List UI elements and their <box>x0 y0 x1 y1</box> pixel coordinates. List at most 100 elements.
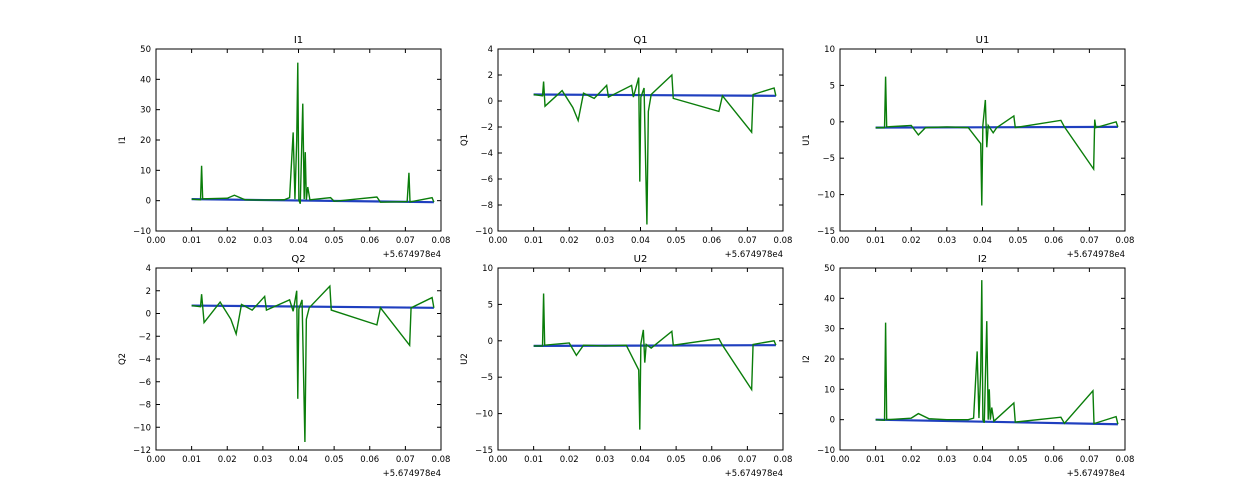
series-line-model <box>875 418 1118 426</box>
x-tick-label: 0.06 <box>702 455 721 465</box>
y-tick-label: 0 <box>830 416 835 426</box>
y-tick-label: −12 <box>133 446 151 456</box>
x-tick-label: 0.03 <box>595 455 614 465</box>
y-tick-label: −10 <box>133 227 151 237</box>
x-tick-label: 0.03 <box>937 455 956 465</box>
x-offset-label: +5.674978e4 <box>725 250 783 260</box>
x-tick-label: 0.06 <box>1044 236 1063 246</box>
y-tick-label: −10 <box>817 191 835 201</box>
y-tick-label: −15 <box>475 446 493 456</box>
y-tick-label: −2 <box>138 332 151 342</box>
x-tick-label: 0.08 <box>774 455 793 465</box>
y-tick-label: 50 <box>140 45 151 55</box>
x-tick-label: 0.03 <box>253 236 272 246</box>
x-tick-label: 0.00 <box>147 236 166 246</box>
y-tick-label: −6 <box>480 175 493 185</box>
y-axis-label: Q2 <box>118 353 128 365</box>
x-tick-label: 0.05 <box>1009 236 1028 246</box>
x-tick-label: 0.00 <box>489 236 508 246</box>
y-tick-label: 10 <box>824 45 835 55</box>
y-tick-label: 4 <box>146 264 151 274</box>
x-tick-label: 0.05 <box>667 455 686 465</box>
chart-title: I1 <box>294 35 303 46</box>
chart-title: Q1 <box>633 35 647 46</box>
x-tick-label: 0.08 <box>1116 236 1135 246</box>
x-tick-label: 0.01 <box>182 455 201 465</box>
x-tick-label: 0.04 <box>631 236 650 246</box>
x-tick-label: 0.06 <box>1044 455 1063 465</box>
y-tick-label: 40 <box>140 75 151 85</box>
x-tick-label: 0.04 <box>289 455 308 465</box>
y-tick-label: 0 <box>488 97 493 107</box>
plot-area <box>533 293 777 430</box>
x-tick-label: 0.02 <box>560 236 579 246</box>
y-tick-label: 20 <box>140 136 151 146</box>
x-tick-label: 0.00 <box>831 455 850 465</box>
y-tick-label: −2 <box>480 123 493 133</box>
series-line-model <box>533 93 776 97</box>
x-tick-label: 0.02 <box>218 236 237 246</box>
x-tick-label: 0.07 <box>738 455 757 465</box>
x-tick-label: 0.02 <box>218 455 237 465</box>
y-tick-label: 0 <box>146 197 151 207</box>
y-tick-label: 0 <box>830 118 835 128</box>
plot-area <box>191 62 435 204</box>
x-tick-label: 0.08 <box>432 455 451 465</box>
y-tick-label: −15 <box>817 227 835 237</box>
y-tick-label: −4 <box>480 149 493 159</box>
series-line-data <box>533 293 777 430</box>
subplot-q1: 0.00 0.01 0.02 0.03 0.04 0.05 0.06 0.07 0.08 −10 −… <box>460 35 792 260</box>
x-tick-label: 0.08 <box>1116 455 1135 465</box>
y-tick-label: 2 <box>146 287 151 297</box>
x-tick-label: 0.00 <box>831 236 850 246</box>
x-tick-label: 0.03 <box>253 455 272 465</box>
series-line-data <box>191 62 435 204</box>
x-tick-label: 0.08 <box>774 236 793 246</box>
y-tick-label: −10 <box>133 423 151 433</box>
x-tick-label: 0.08 <box>432 236 451 246</box>
series-line-data <box>191 284 435 443</box>
y-tick-label: −10 <box>475 410 493 420</box>
y-axis-label: U1 <box>802 134 812 146</box>
y-tick-label: 2 <box>488 71 493 81</box>
x-tick-label: 0.07 <box>1080 455 1099 465</box>
y-tick-label: 10 <box>140 166 151 176</box>
x-tick-label: 0.02 <box>902 455 921 465</box>
x-tick-label: 0.07 <box>396 236 415 246</box>
x-offset-label: +5.674978e4 <box>1067 469 1125 479</box>
plot-area <box>533 73 777 225</box>
y-tick-label: −8 <box>480 201 493 211</box>
x-tick-label: 0.05 <box>1009 455 1028 465</box>
y-tick-label: 30 <box>140 106 151 116</box>
y-tick-label: 40 <box>824 294 835 304</box>
y-axis-label: I2 <box>802 355 812 363</box>
x-tick-label: 0.03 <box>595 236 614 246</box>
y-tick-label: −4 <box>138 355 151 365</box>
y-tick-label: −10 <box>475 227 493 237</box>
subplot-u2: 0.00 0.01 0.02 0.03 0.04 0.05 0.06 0.07 0.08 −15 −… <box>460 254 792 479</box>
x-tick-label: 0.01 <box>866 455 885 465</box>
series-line-data <box>875 280 1119 425</box>
y-tick-label: 4 <box>488 45 493 55</box>
x-offset-label: +5.674978e4 <box>383 469 441 479</box>
y-tick-label: −5 <box>480 373 493 383</box>
x-tick-label: 0.01 <box>524 455 543 465</box>
chart-title: U2 <box>634 254 648 265</box>
x-offset-label: +5.674978e4 <box>725 469 783 479</box>
subplot-i1: 0.00 0.01 0.02 0.03 0.04 0.05 0.06 0.07 0.08 −10 0… <box>118 35 450 260</box>
x-offset-label: +5.674978e4 <box>383 250 441 260</box>
chart-title: I2 <box>978 254 987 265</box>
chart-title: Q2 <box>291 254 305 265</box>
y-tick-label: 0 <box>488 337 493 347</box>
y-tick-label: 0 <box>146 310 151 320</box>
subplot-u1: 0.00 0.01 0.02 0.03 0.04 0.05 0.06 0.07 0.08 −15 −… <box>802 35 1134 260</box>
y-tick-label: −6 <box>138 378 151 388</box>
y-tick-label: −8 <box>138 401 151 411</box>
x-tick-label: 0.04 <box>631 455 650 465</box>
x-tick-label: 0.01 <box>182 236 201 246</box>
y-tick-label: 10 <box>482 264 493 274</box>
y-tick-label: −10 <box>817 446 835 456</box>
y-axis-label: U2 <box>460 353 470 365</box>
y-tick-label: 20 <box>824 355 835 365</box>
